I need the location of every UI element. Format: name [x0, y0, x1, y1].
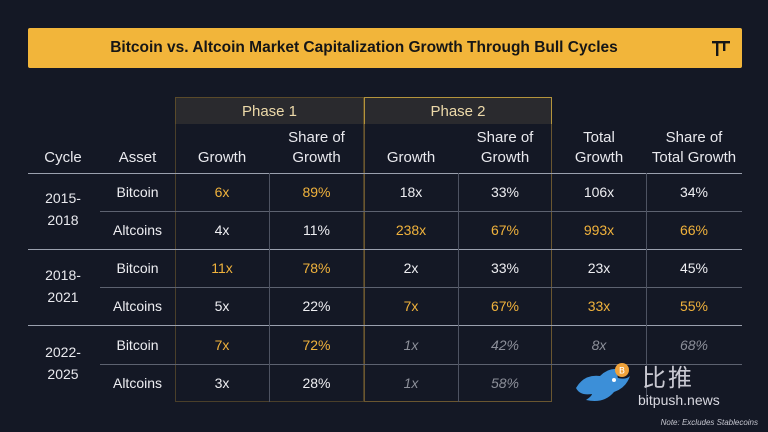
column-divider	[646, 173, 647, 402]
row-divider	[100, 211, 742, 212]
watermark-cn: 比推	[642, 365, 694, 392]
header-total-share-line2: Total Growth	[651, 149, 737, 166]
cycle-label-start: 2022-	[45, 344, 81, 360]
cycle-label: 2018- 2021	[30, 264, 96, 308]
cycle-label-end: 2021	[47, 289, 79, 305]
asset-cell: Bitcoin	[116, 184, 159, 200]
p2-share-cell: 42%	[490, 337, 520, 353]
header-p2-growth: Growth	[386, 149, 436, 166]
header-total-share: Share of Total Growth	[646, 128, 742, 168]
footnote: Note: Excludes Stablecoins	[660, 418, 758, 427]
cycle-label-start: 2015-	[45, 190, 81, 206]
watermark: B 比推 bitpush.news	[570, 354, 760, 414]
header-divider	[28, 173, 742, 174]
asset-cell: Altcoins	[112, 298, 163, 314]
p2-share-cell: 67%	[490, 298, 520, 314]
cycle-divider	[28, 249, 742, 250]
svg-text:B: B	[619, 367, 625, 377]
p1-share-cell: 22%	[302, 298, 331, 314]
p1-share-cell: 78%	[302, 260, 331, 276]
p2-growth-cell: 7x	[403, 298, 419, 314]
phase-2-header: Phase 2	[364, 97, 552, 124]
total-share-cell: 55%	[679, 298, 709, 314]
header-p1-share-line1: Share of	[288, 129, 345, 146]
asset-cell: Bitcoin	[116, 337, 159, 353]
row-divider	[100, 364, 742, 365]
p1-share-cell: 89%	[302, 184, 331, 200]
header-total-share-line1: Share of	[665, 129, 723, 146]
cycle-label: 2022- 2025	[30, 341, 96, 385]
header-p2-share-line1: Share of	[476, 129, 534, 146]
total-growth-cell: 106x	[583, 184, 615, 200]
asset-cell: Altcoins	[112, 222, 163, 238]
chart-title: Bitcoin vs. Altcoin Market Capitalizatio…	[110, 39, 618, 56]
column-divider	[269, 173, 270, 402]
header-p1-growth: Growth	[197, 149, 247, 166]
p2-share-cell: 67%	[490, 222, 520, 238]
header-total-line2: Growth	[574, 149, 624, 166]
p1-growth-cell: 7x	[214, 337, 230, 353]
cycle-label-start: 2018-	[45, 267, 81, 283]
p1-growth-cell: 6x	[214, 184, 230, 200]
p2-growth-cell: 2x	[403, 260, 419, 276]
total-share-cell: 68%	[679, 337, 709, 353]
p1-growth-cell: 11x	[211, 260, 233, 276]
p1-growth-cell: 3x	[214, 375, 230, 391]
column-divider	[458, 173, 459, 402]
header-p1-share-line2: Growth	[292, 149, 341, 166]
p1-growth-cell: 4x	[214, 222, 230, 238]
asset-cell: Bitcoin	[116, 260, 159, 276]
phase-1-header: Phase 1	[175, 97, 364, 124]
p2-share-cell: 33%	[490, 184, 520, 200]
p2-share-cell: 33%	[490, 260, 520, 276]
total-share-cell: 66%	[679, 222, 709, 238]
total-growth-cell: 993x	[583, 222, 615, 238]
p2-growth-cell: 238x	[395, 222, 427, 238]
header-total: Total Growth	[552, 128, 646, 168]
header-p1-share: Share of Growth	[269, 128, 364, 168]
brand-logo-icon	[712, 41, 730, 56]
p1-share-cell: 28%	[302, 375, 331, 391]
asset-cell: Altcoins	[112, 375, 163, 391]
p2-share-cell: 58%	[490, 375, 520, 391]
header-p2-share-line2: Growth	[480, 149, 530, 166]
p2-growth-cell: 18x	[399, 184, 423, 200]
total-share-cell: 34%	[679, 184, 709, 200]
header-total-line1: Total	[583, 129, 615, 146]
bird-logo-icon: B	[576, 363, 630, 401]
total-growth-cell: 23x	[587, 260, 611, 276]
cycle-label: 2015- 2018	[30, 187, 96, 231]
total-growth-cell: 8x	[591, 337, 607, 353]
p1-share-cell: 72%	[302, 337, 331, 353]
cycle-divider	[28, 325, 742, 326]
p1-growth-cell: 5x	[214, 298, 230, 314]
cycle-label-end: 2018	[47, 212, 79, 228]
header-p2-share: Share of Growth	[458, 128, 552, 168]
total-share-cell: 45%	[679, 260, 709, 276]
p2-growth-cell: 1x	[403, 375, 419, 391]
row-divider	[100, 287, 742, 288]
watermark-url: bitpush.news	[638, 392, 720, 408]
cycle-label-end: 2025	[47, 366, 79, 382]
p1-share-cell: 11%	[303, 222, 330, 238]
header-cycle: Cycle	[44, 149, 82, 166]
p2-growth-cell: 1x	[403, 337, 419, 353]
header-asset: Asset	[118, 149, 157, 166]
title-banner: Bitcoin vs. Altcoin Market Capitalizatio…	[28, 28, 742, 68]
total-growth-cell: 33x	[587, 298, 611, 314]
